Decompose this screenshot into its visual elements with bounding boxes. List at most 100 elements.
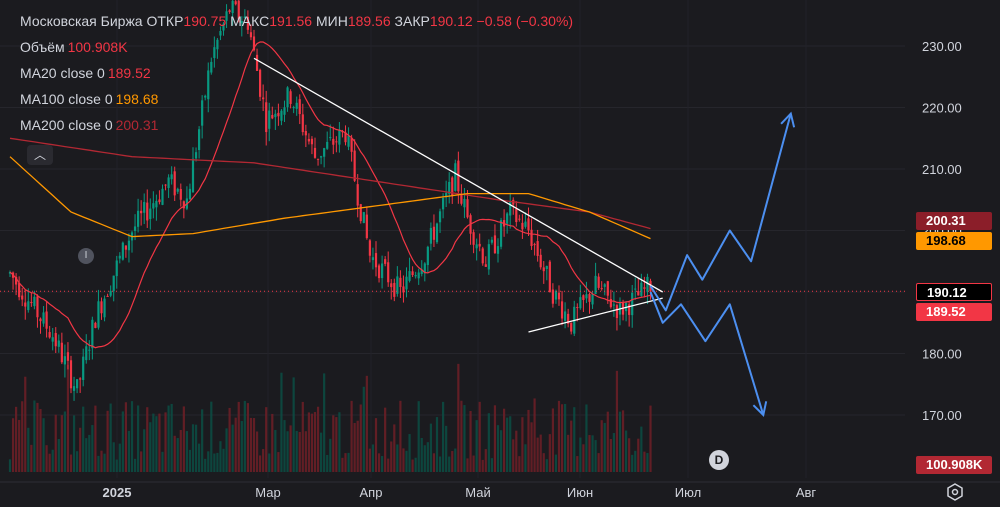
volume-bar	[188, 449, 192, 472]
volume-bar	[91, 425, 94, 472]
candle-body	[66, 352, 70, 361]
volume-bar	[536, 437, 539, 472]
candle-body	[365, 214, 368, 239]
candle-body	[304, 131, 307, 136]
volume-bar	[621, 410, 625, 472]
candle-body	[286, 87, 289, 108]
volume-bar	[448, 456, 451, 472]
volume-bar	[527, 409, 530, 472]
symbol-name[interactable]: Московская Биржа	[20, 13, 143, 29]
candle-body	[259, 69, 262, 97]
ohlc-row: Московская Биржа ОТКР190.75 МАКС191.56 М…	[20, 8, 573, 34]
volume-bar	[570, 420, 573, 472]
forecast-up-arrow	[649, 113, 792, 312]
volume-bar	[173, 435, 176, 472]
candle-body	[127, 240, 131, 251]
candle-body	[143, 202, 146, 213]
volume-bar	[115, 459, 118, 472]
candle-body	[18, 283, 21, 298]
volume-bar	[69, 454, 73, 472]
indicator-ma100[interactable]: MA100 close 0 198.68	[20, 86, 573, 112]
candle-body	[313, 147, 317, 158]
volume-bar	[323, 373, 326, 472]
candle-body	[454, 163, 457, 191]
volume-bar	[313, 412, 317, 472]
candle-body	[112, 275, 115, 292]
drawings[interactable]	[253, 57, 796, 417]
volume-bar	[582, 444, 585, 472]
candle-body	[115, 260, 118, 277]
candle-body	[21, 295, 24, 300]
candle-body	[353, 150, 356, 181]
volume-bar	[103, 453, 106, 472]
ma200-line	[9, 137, 651, 230]
gear-icon[interactable]	[946, 483, 964, 501]
volume-bar	[503, 408, 506, 472]
candle-body	[442, 197, 445, 210]
candle-body	[24, 302, 27, 307]
indicator-label: MA20 close 0	[20, 65, 105, 81]
candle-body	[262, 97, 265, 100]
candle-body	[213, 47, 216, 59]
candle-body	[435, 223, 439, 243]
open-label: ОТКР	[146, 13, 184, 29]
candle-body	[39, 318, 42, 322]
volume-bar	[512, 439, 515, 472]
candle-body	[451, 177, 454, 196]
indicator-volume[interactable]: Объём 100.908K	[20, 34, 573, 60]
volume-bar	[435, 417, 439, 472]
candle-body	[88, 349, 91, 351]
candle-body	[481, 248, 484, 264]
volume-bar	[469, 411, 472, 472]
grid	[0, 45, 1000, 483]
candle-body	[255, 54, 259, 71]
candle-body	[420, 269, 423, 274]
volume-bar	[588, 435, 591, 472]
candle-body	[344, 132, 347, 143]
candle-body	[332, 138, 335, 145]
candle-body	[121, 242, 124, 260]
candle-body	[201, 100, 204, 126]
volume-bar	[365, 375, 368, 472]
volume-bar	[567, 434, 570, 472]
candle-body	[390, 283, 393, 288]
volume-bar	[42, 418, 45, 472]
candle-body	[634, 288, 637, 290]
candle-body	[295, 102, 298, 109]
volume-bar	[307, 412, 310, 472]
ma100-price-badge: 198.68	[916, 232, 992, 250]
volume-bar	[609, 438, 612, 472]
candle-body	[570, 322, 573, 332]
candle-body	[243, 16, 246, 19]
candle-body	[301, 114, 304, 133]
volume-bar	[466, 458, 469, 472]
volume-bar	[509, 416, 512, 472]
volume-bar	[85, 438, 88, 472]
candle-body	[106, 295, 109, 297]
volume-bar	[292, 377, 295, 472]
volume-bar	[112, 442, 115, 472]
volume-bar	[8, 459, 12, 472]
candle-body	[368, 240, 371, 256]
candle-body	[133, 226, 137, 231]
candle-body	[48, 332, 51, 338]
dividend-icon[interactable]: D	[709, 450, 729, 470]
volume-bar	[237, 401, 240, 472]
volume-bar	[390, 441, 393, 472]
trendline	[528, 297, 663, 333]
x-tick-label: Май	[465, 485, 490, 500]
close-value: 190.12	[429, 13, 473, 29]
volume-bar	[130, 401, 134, 472]
volume-bar	[45, 445, 48, 472]
info-icon[interactable]: I	[78, 248, 94, 264]
volume-bar	[594, 440, 597, 472]
candle-body	[402, 286, 405, 293]
candle-body	[518, 218, 521, 220]
chevron-up-icon[interactable]: ︿	[27, 145, 53, 165]
candle-body	[475, 244, 478, 249]
candle-body	[15, 276, 18, 285]
indicator-ma200[interactable]: MA200 close 0 200.31	[20, 112, 573, 138]
indicator-ma20[interactable]: MA20 close 0 189.52	[20, 60, 573, 86]
volume-bar	[234, 417, 237, 472]
y-tick-label: 230.00	[922, 39, 962, 54]
